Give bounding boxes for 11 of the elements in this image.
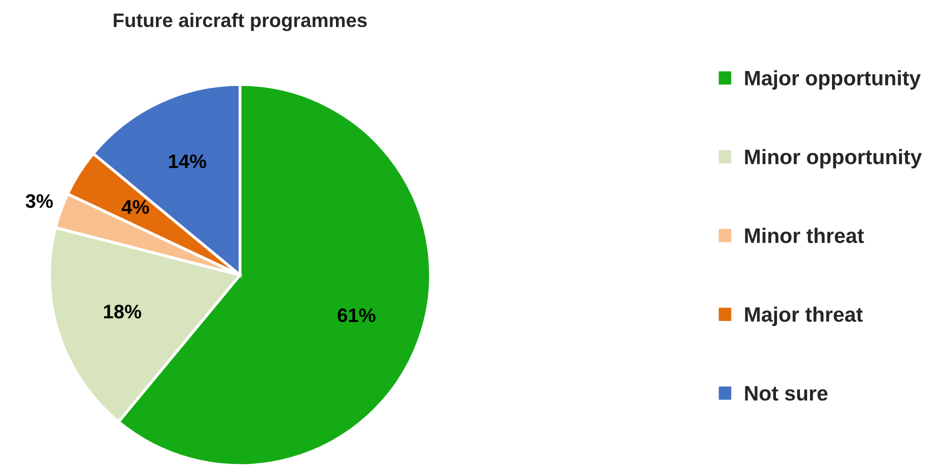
data-label: 14% [169, 154, 206, 168]
legend-label: Minor opportunity [745, 148, 922, 168]
data-label: 4% [122, 200, 150, 214]
legend-label: Minor threat [745, 228, 864, 244]
data-label: 3% [26, 194, 53, 208]
legend-label: Major opportunity [745, 70, 921, 90]
data-label: 61% [338, 308, 376, 322]
data-label: 18% [104, 304, 142, 318]
chart-title: Future aircraft programmes [114, 12, 367, 32]
legend-label: Not sure [745, 386, 828, 401]
legend-label: Major threat [745, 306, 863, 326]
